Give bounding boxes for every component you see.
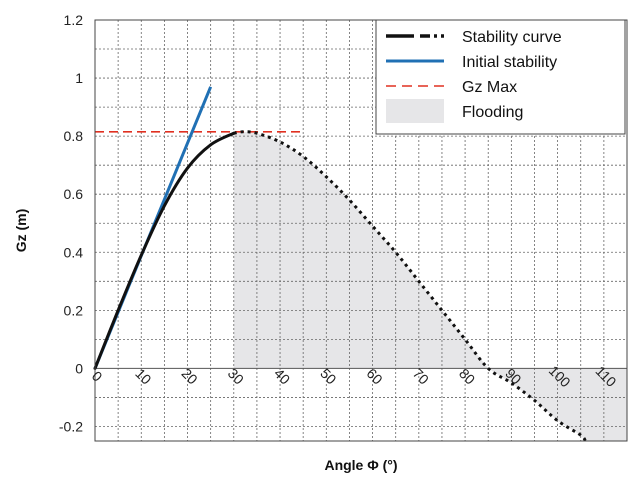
- y-tick-label: 0: [75, 360, 83, 376]
- y-tick-label: 0.8: [64, 128, 84, 144]
- y-tick-label: 0.6: [64, 186, 84, 202]
- flooding-area: [233, 131, 489, 369]
- legend-label: Stability curve: [462, 29, 562, 46]
- legend-label: Flooding: [462, 104, 523, 121]
- stability-curve-solid: [93, 131, 236, 370]
- x-axis-label: Angle Φ (°): [324, 457, 397, 473]
- legend: Stability curve Initial stability Gz Max Fl…: [375, 19, 626, 135]
- y-axis-label: Gz (m): [13, 209, 29, 253]
- y-tick-label: -0.2: [59, 418, 83, 434]
- y-tick-label: 1.2: [64, 12, 84, 28]
- x-tick-label: 0: [89, 368, 106, 385]
- legend-swatch-flooding: [386, 99, 444, 123]
- plot-frame: [94, 19, 628, 442]
- y-tick-label: 0.4: [64, 244, 84, 260]
- legend-label: Gz Max: [462, 79, 517, 96]
- legend-label: Initial stability: [462, 54, 557, 71]
- y-tick-label: 1: [75, 70, 83, 86]
- y-tick-label: 0.2: [64, 302, 84, 318]
